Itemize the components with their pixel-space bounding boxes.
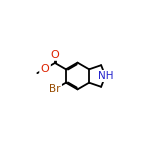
Text: Br: Br — [48, 84, 61, 94]
Text: NH: NH — [97, 71, 114, 81]
Text: O: O — [41, 64, 49, 74]
Text: O: O — [40, 64, 50, 74]
Text: O: O — [51, 50, 59, 60]
Text: O: O — [50, 50, 60, 60]
Text: Br: Br — [49, 84, 60, 94]
Text: NH: NH — [98, 71, 113, 81]
